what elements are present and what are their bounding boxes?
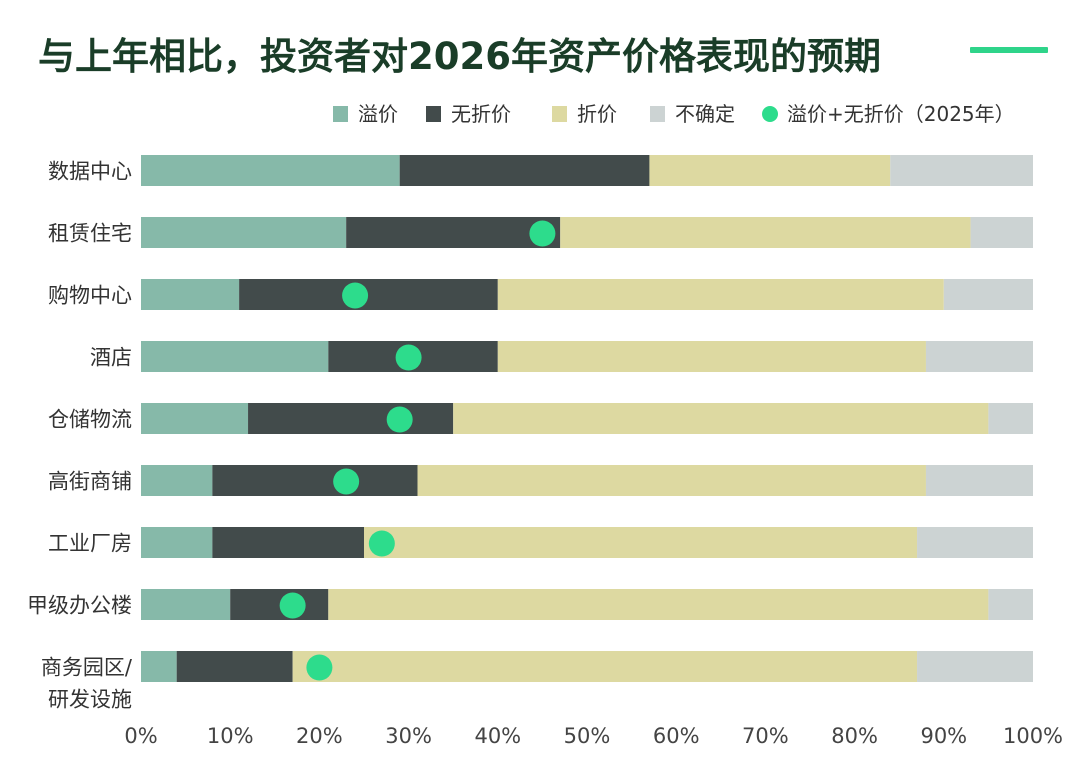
bar-premium-4 [141,403,249,434]
legend-label-discount: 折价 [577,102,617,126]
bar-premium-3 [141,341,329,372]
legend: 溢价 无折价 折价 不确定 溢价+无折价（2025年） [333,102,1015,126]
bar-discount-1 [560,217,971,248]
bar-no_discount-7 [230,589,329,620]
legend-swatch-premium [333,106,348,122]
bar-no_discount-2 [239,279,498,310]
bar-premium-8 [141,651,177,682]
legend-item-discount: 折价 [552,102,617,126]
legend-item-uncertain: 不确定 [650,102,735,126]
bar-uncertain-0 [890,155,1033,186]
legend-label-uncertain: 不确定 [675,102,735,126]
category-label-8-1: 研发设施 [48,688,132,712]
legend-label-marker: 溢价+无折价（2025年） [787,102,1015,126]
bar-uncertain-7 [988,589,1033,620]
category-label-3: 酒店 [90,346,132,370]
category-label-6: 工业厂房 [48,532,132,556]
bar-discount-8 [292,651,918,682]
x-tick-label-2: 20% [296,724,343,748]
bar-discount-2 [497,279,944,310]
category-label-2: 购物中心 [48,284,132,308]
chart-title: 与上年相比，投资者对2026年资产价格表现的预期 [38,35,881,78]
marker-2025-4 [386,406,413,433]
bar-premium-6 [141,527,213,558]
bar-premium-7 [141,589,231,620]
x-axis-ticks: 0% 10% 20% 30% 40% 50% 60% 70% 80% 90% 100% [124,724,1063,748]
bar-premium-0 [141,155,400,186]
bar-discount-4 [453,403,989,434]
bars [141,155,1033,682]
marker-2025-5 [333,468,360,495]
bar-premium-5 [141,465,213,496]
x-tick-label-9: 90% [920,724,967,748]
bar-no_discount-1 [346,217,561,248]
x-tick-label-4: 40% [474,724,521,748]
bar-discount-0 [649,155,891,186]
category-label-4: 仓储物流 [48,408,132,432]
marker-2025-3 [395,344,422,371]
x-tick-label-0: 0% [124,724,157,748]
bar-uncertain-6 [917,527,1033,558]
category-label-0: 数据中心 [48,160,132,184]
category-label-7: 甲级办公楼 [27,594,132,618]
x-tick-label-10: 100% [1003,724,1063,748]
bar-no_discount-0 [399,155,650,186]
bar-discount-7 [328,589,989,620]
x-tick-label-6: 60% [653,724,700,748]
legend-label-premium: 溢价 [358,102,398,126]
bar-no_discount-6 [212,527,364,558]
legend-swatch-no_discount [426,106,441,122]
bar-uncertain-4 [988,403,1033,434]
bar-discount-6 [364,527,918,558]
legend-swatch-discount [552,106,567,122]
category-label-5: 高街商铺 [48,470,132,494]
legend-label-no_discount: 无折价 [451,102,511,126]
bar-no_discount-5 [212,465,418,496]
bar-uncertain-3 [925,341,1033,372]
category-label-1: 租赁住宅 [48,222,132,246]
marker-2025-2 [342,282,369,309]
marker-2025-1 [529,220,556,247]
x-tick-label-7: 70% [742,724,789,748]
legend-swatch-uncertain [650,106,665,122]
markers-2025 [279,220,556,681]
bar-premium-2 [141,279,240,310]
bar-discount-3 [497,341,926,372]
bar-discount-5 [417,465,926,496]
bar-premium-1 [141,217,347,248]
marker-2025-7 [279,592,306,619]
bar-no_discount-4 [248,403,454,434]
x-tick-label-1: 10% [207,724,254,748]
marker-2025-6 [368,530,395,557]
marker-2025-8 [306,654,333,681]
bar-uncertain-2 [943,279,1033,310]
bar-uncertain-1 [970,217,1033,248]
legend-item-premium: 溢价 [333,102,398,126]
legend-swatch-marker [762,106,778,122]
bar-uncertain-5 [925,465,1033,496]
title-accent-line [970,47,1048,53]
bar-uncertain-8 [917,651,1033,682]
category-label-8-0: 商务园区/ [41,656,133,680]
bar-no_discount-8 [176,651,293,682]
legend-item-marker: 溢价+无折价（2025年） [762,102,1015,126]
x-tick-label-8: 80% [831,724,878,748]
legend-item-no_discount: 无折价 [426,102,511,126]
x-tick-label-3: 30% [385,724,432,748]
x-tick-label-5: 50% [564,724,611,748]
